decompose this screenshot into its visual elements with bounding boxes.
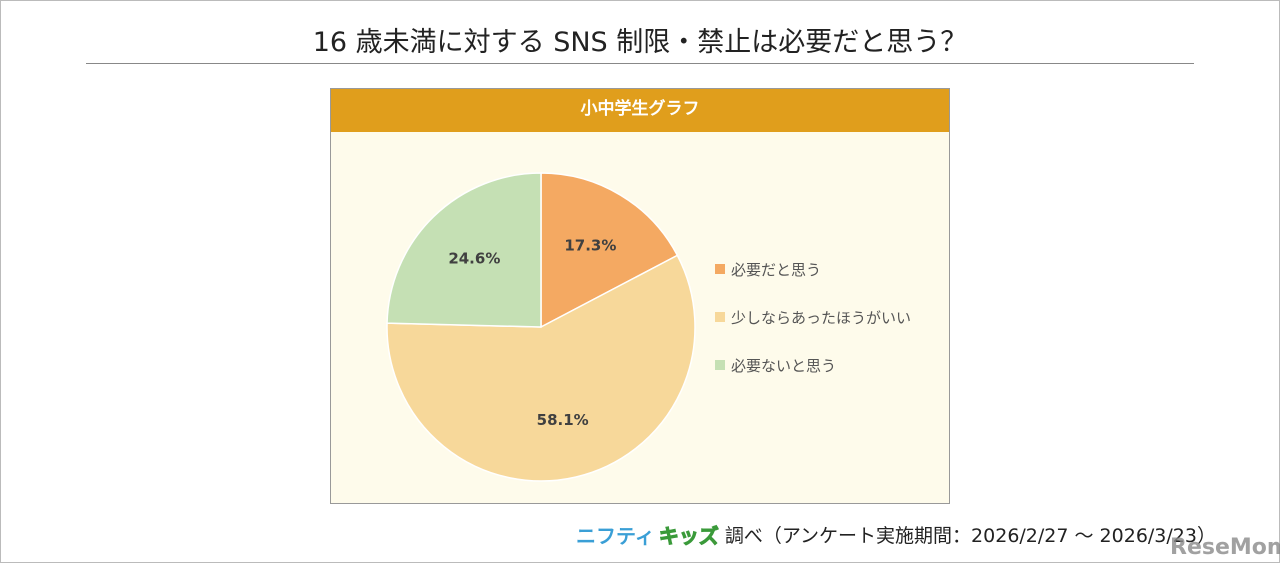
data-label-1: 58.1% [537, 411, 589, 429]
pie-chart: 17.3% 58.1% 24.6% [386, 172, 696, 482]
data-label-2: 24.6% [448, 250, 500, 268]
logo-kids: キッズ [658, 524, 719, 549]
title-divider [86, 63, 1194, 64]
chart-panel: 小中学生グラフ 17.3% 58.1% 24.6% 必要だと思う少しならあったほうが… [330, 88, 950, 504]
logo-nifty: ニフティ [576, 524, 655, 548]
legend-label: 必要ないと思う [731, 356, 837, 375]
page-title: 16 歳未満に対する SNS 制限・禁止は必要だと思う？ [312, 27, 968, 58]
pie-slice-0 [540, 172, 679, 329]
legend-item: 少しならあったほうがいい [715, 293, 911, 341]
pie-slice-1 [386, 254, 696, 482]
legend-label: 少しならあったほうがいい [731, 308, 912, 327]
legend-swatch [715, 264, 725, 274]
source-note: ニフティ キッズ 調べ（アンケート実施期間：2026/2/27 ～ 2026/3… [576, 520, 1216, 549]
source-text: 調べ（アンケート実施期間：2026/2/27 ～ 2026/3/23） [724, 525, 1216, 547]
legend: 必要だと思う少しならあったほうがいい 必要ないと思う [715, 245, 911, 389]
chart-title: 小中学生グラフ [331, 89, 949, 132]
data-label-0: 17.3% [564, 236, 616, 254]
watermark-logo: ReseMom [1170, 535, 1280, 560]
legend-item: 必要だと思う [715, 245, 911, 293]
pie-slice-2 [386, 172, 542, 328]
legend-label: 必要だと思う [731, 260, 822, 279]
legend-item: 必要ないと思う [715, 341, 911, 389]
legend-swatch [715, 312, 725, 322]
legend-swatch [715, 360, 725, 370]
